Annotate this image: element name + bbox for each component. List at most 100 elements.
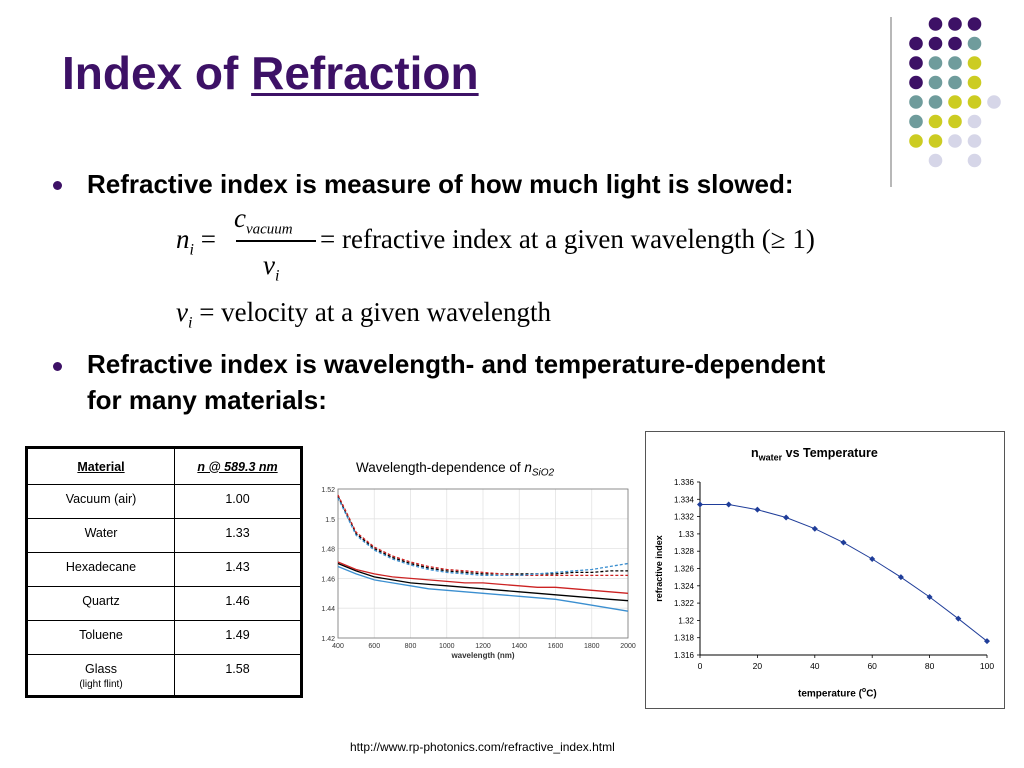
cell-material: Glass (light flint) <box>26 654 175 697</box>
water-temperature-chart: 1.316 1.318 1.32 1.322 1.324 1.326 1.328 1.33 1.… <box>654 478 994 671</box>
decorative-dot <box>909 95 923 109</box>
eq2-lhs-var: v <box>176 297 188 327</box>
decorative-dot <box>928 36 943 51</box>
eq1-den-var: v <box>263 250 275 280</box>
table-row: Water 1.33 <box>26 518 302 553</box>
chart2-ytick-label: 1.336 <box>674 478 695 487</box>
material-name: Vacuum (air) <box>65 492 137 506</box>
eq2-rhs: = velocity at a given wavelength <box>199 297 552 327</box>
chart2-title-suffix: vs Temperature <box>782 446 878 460</box>
chart2-ytick-label: 1.326 <box>674 565 695 574</box>
table-row: Vacuum (air) 1.00 <box>26 484 302 519</box>
chart2-title-n: n <box>751 446 759 460</box>
chart2-data-point <box>697 501 703 508</box>
chart1-xtick-label: 1800 <box>584 643 600 650</box>
decorative-dot <box>948 134 962 148</box>
chart1-xtick-label: 1200 <box>475 643 491 650</box>
chart2-data-point <box>725 501 732 508</box>
refractive-index-table: Material n @ 589.3 nm Vacuum (air) 1.00 Wa… <box>25 446 303 698</box>
chart2-xlabel-prefix: temperature ( <box>798 688 862 700</box>
decorative-dot <box>909 36 923 51</box>
cell-material: Hexadecane <box>26 552 175 587</box>
equation-lhs: ni = <box>176 224 216 259</box>
chart2-xtick-label: 60 <box>867 661 877 671</box>
chart1-xtick-label: 1600 <box>548 643 564 650</box>
bullet-marker <box>53 362 62 371</box>
chart2-data-point <box>897 574 904 581</box>
fraction-bar <box>236 240 316 242</box>
decorative-dot <box>948 95 962 109</box>
decorative-dot <box>967 114 982 129</box>
chart1-ytick-label: 1.52 <box>321 487 335 494</box>
chart2-data-point <box>811 525 818 532</box>
chart2-data-point <box>840 539 847 546</box>
chart1-series-line <box>337 562 629 602</box>
bullet-marker <box>53 181 62 190</box>
equation2: vi = velocity at a given wavelength <box>176 297 551 332</box>
chart1-ytick-label: 1.44 <box>321 606 335 613</box>
table-header-n: n @ 589.3 nm <box>174 447 302 485</box>
decorative-dot <box>909 114 923 129</box>
bullet-text-2: Refractive index is wavelength- and temp… <box>87 349 826 415</box>
decorative-dot <box>967 153 982 168</box>
cell-n-value: 1.46 <box>174 586 302 621</box>
chart2-xtick-label: 80 <box>925 661 935 671</box>
chart1-xtick-label: 1000 <box>439 643 455 650</box>
decorative-dot <box>928 17 943 31</box>
chart2-ylabel: refractive index <box>654 535 664 602</box>
decorative-dot <box>928 134 943 148</box>
chart2-ytick-label: 1.318 <box>674 634 695 643</box>
decorative-dot <box>987 95 1001 109</box>
chart1-ytick-label: 1.48 <box>321 547 335 554</box>
eq1-num-var: c <box>234 203 246 233</box>
chart1-xlabel: wavelength (nm) <box>450 651 514 660</box>
chart1-ytick-label: 1.42 <box>321 636 335 643</box>
chart1-title-text: Wavelength-dependence of <box>356 460 525 475</box>
material-name: Quartz <box>82 594 120 608</box>
source-url: http://www.rp-photonics.com/refractive_i… <box>350 740 615 754</box>
slide-title: Index of Refraction <box>62 46 479 100</box>
decorative-dot <box>928 56 943 70</box>
material-name: Hexadecane <box>65 560 137 574</box>
cell-material: Quartz <box>26 586 175 621</box>
decorative-dot <box>967 17 982 31</box>
chart1-series-line <box>337 496 628 575</box>
chart2-ytick-label: 1.33 <box>678 530 694 539</box>
decorative-dot <box>967 134 982 148</box>
chart1-title-sub: SiO2 <box>531 467 555 479</box>
eq1-lhs-var: n <box>176 224 190 254</box>
eq1-den-sub: i <box>274 267 280 285</box>
cell-n-value: 1.33 <box>174 518 302 553</box>
decorative-dot <box>928 95 943 109</box>
decorative-dot <box>909 56 923 70</box>
chart1-xtick-label: 400 <box>332 643 344 650</box>
water-temperature-chart-frame <box>645 431 1005 709</box>
chart2-ytick-label: 1.332 <box>674 513 695 522</box>
title-prefix: Index of <box>62 47 252 99</box>
decorative-dot <box>928 153 943 168</box>
material-name: Toluene <box>79 628 123 642</box>
chart2-xlabel-suffix: C) <box>866 688 877 700</box>
table-row: Glass (light flint) 1.58 <box>26 654 302 697</box>
decorative-dot <box>948 17 962 31</box>
decorative-dot <box>909 134 923 148</box>
chart1-series-line <box>337 561 629 594</box>
table-row: Toluene 1.49 <box>26 620 302 655</box>
chart2-ytick-label: 1.32 <box>678 616 694 625</box>
cell-n-value: 1.00 <box>174 484 302 519</box>
cell-n-value: 1.49 <box>174 620 302 655</box>
decorative-dot <box>909 75 923 90</box>
cell-n-value: 1.43 <box>174 552 302 587</box>
cell-material: Toluene <box>26 620 175 655</box>
equation-rhs: = refractive index at a given wavelength… <box>320 224 815 254</box>
decorative-dot <box>948 114 962 129</box>
chart2-data-point <box>869 555 876 562</box>
decorative-dot <box>928 114 943 129</box>
decorative-dot <box>948 36 962 51</box>
decorative-dot <box>967 75 982 90</box>
material-name: Glass <box>85 662 117 676</box>
chart2-ytick-label: 1.334 <box>674 495 695 504</box>
chart2-ytick-label: 1.324 <box>674 582 695 591</box>
material-note: (light flint) <box>79 679 123 690</box>
sio2-wavelength-chart: 1.42 1.44 1.46 1.48 1.5 1.52 400 600 800 1000 1200… <box>321 487 636 660</box>
